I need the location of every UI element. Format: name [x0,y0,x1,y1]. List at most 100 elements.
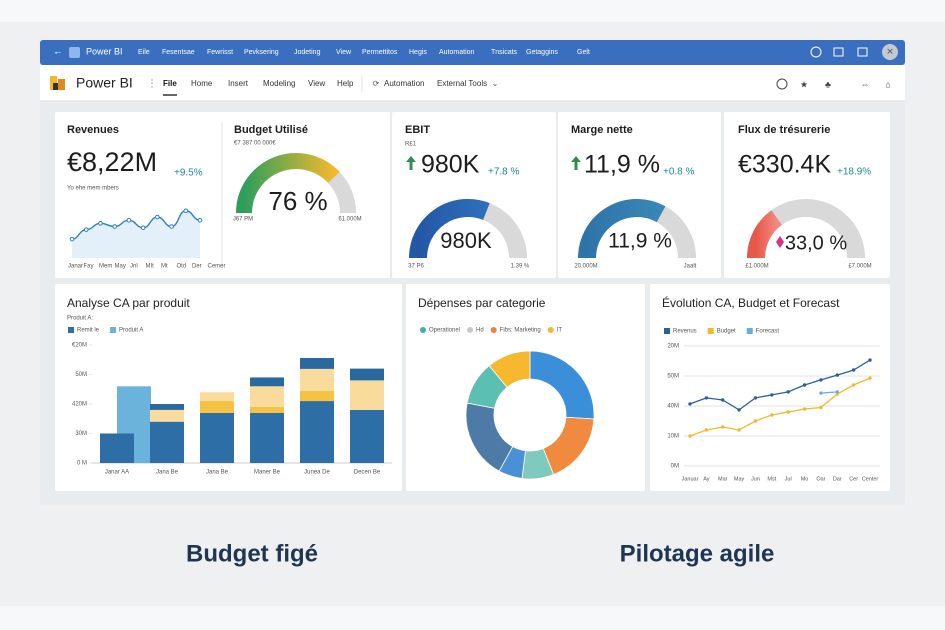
x-tick-label: Maner Be [254,470,281,476]
chevron[interactable]: ⌄ [492,79,499,88]
legend-label: Budget [717,329,736,335]
icon[interactable]: ♣ [825,79,831,89]
line-point [737,428,741,432]
sparkline-point [169,224,174,229]
x-tick-label: Der [192,264,202,270]
line [820,391,838,394]
menu-item[interactable]: Pevksering [244,49,279,56]
bar-segment [250,377,284,387]
menu-item[interactable]: Fewrisst [207,49,233,56]
x-tick-label: Mar [718,476,728,482]
close-icon[interactable]: ✕ [886,46,894,56]
menu-item[interactable]: Gelt [577,49,590,56]
bar-segment [150,409,184,422]
legend-swatch [68,327,74,333]
gauge-value: 33,0 % [785,232,847,254]
ribbon-tab[interactable]: File [163,79,177,88]
gauge-max-label: 61.000M [338,217,361,223]
menu-item[interactable]: View [336,49,352,56]
icon[interactable] [776,78,788,90]
icon[interactable]: ⇔ [861,79,870,89]
gauge-value: 11,9 % [608,230,672,253]
kpi-change: +7.8 % [488,167,520,178]
x-tick-label: Janar [68,264,83,270]
line-point [786,410,790,414]
back-icon[interactable]: ← [53,47,63,58]
sparkline-point [69,236,75,242]
ribbon-tab[interactable]: View [308,79,325,88]
ribbon-tab[interactable]: Insert [228,79,249,88]
ribbon-tab[interactable]: Help [337,79,354,88]
x-tick-label: Junea De [304,470,330,476]
icon[interactable]: ⌂ [885,79,890,89]
bar-segment [300,401,334,463]
line-point [819,391,823,395]
x-tick-label: Decen Be [354,470,381,476]
bar-segment [250,412,284,463]
menu-item[interactable]: Getaggins [526,49,558,56]
chart-title: Dépenses par categorie [418,296,546,310]
chart-title: Analyse CA par produit [67,296,190,310]
automation-icon[interactable]: ⟳ [373,79,380,88]
menu-item[interactable]: Hegis [409,49,427,56]
menu-item[interactable]: Eile [138,49,150,56]
sparkline-point [83,227,89,232]
menu-item[interactable]: Tnsicats [491,49,518,56]
x-tick-label: Jana Be [206,470,229,476]
x-tick-label: Mt [161,264,168,270]
gauge-fill [409,199,490,259]
icon[interactable] [857,47,868,57]
ribbon [40,65,905,101]
close-button[interactable] [882,44,898,60]
legend-dot [490,327,497,333]
bar-segment [200,392,234,402]
line-point [753,396,758,400]
card [650,284,890,491]
icon[interactable] [810,46,822,58]
caption: Budget figé [186,540,318,567]
kpi-value: €8,22M [67,147,157,177]
bar-segment [250,386,284,407]
x-tick-label: Oar [816,476,825,482]
legend-label: Remit le [77,328,100,334]
bar-segment [350,368,384,381]
menu-item[interactable]: Fesentsae [162,49,195,56]
icon[interactable]: ★ [800,79,808,89]
ribbon-tab[interactable]: Automation [384,79,424,88]
sparkline-point [155,214,160,220]
line [689,359,871,411]
menu-item[interactable]: Permettitos [362,49,398,56]
line-point [770,393,774,397]
gauge-min-label: 37 P6 [408,264,424,270]
gauge-min-label: £1.000M [745,264,768,270]
legend-swatch [664,328,670,334]
y-tick-label: €20M [72,343,87,349]
gauge-max-label: Jaalt [684,264,697,270]
bar-segment [150,421,184,463]
legend-swatch [746,328,753,334]
kpi-note: R£1 [405,142,417,148]
icon[interactable] [833,47,844,57]
bar-segment [300,368,334,392]
x-tick-label: May [115,264,126,270]
kpi-note: €7 387 00 000€ [234,141,276,147]
ribbon-tab[interactable]: Modeling [263,79,295,88]
legend-swatch [707,328,714,334]
ribbon-tab[interactable]: Home [191,79,213,88]
line-point [851,383,856,387]
kpi-title: Revenues [67,124,119,136]
menu-item[interactable]: Jodeting [294,49,321,56]
x-tick-label: Otd [177,264,187,270]
sparkline-point [140,225,146,231]
legend-dot [547,327,554,333]
line-point [802,383,807,387]
gauge-value: 76 % [268,186,327,216]
line-point [851,368,856,372]
menu-item[interactable]: Automation [439,49,475,56]
line [689,377,871,437]
x-tick-label: Cer [849,476,858,482]
marker [776,236,784,248]
ribbon-tab[interactable]: External Tools [437,79,487,88]
